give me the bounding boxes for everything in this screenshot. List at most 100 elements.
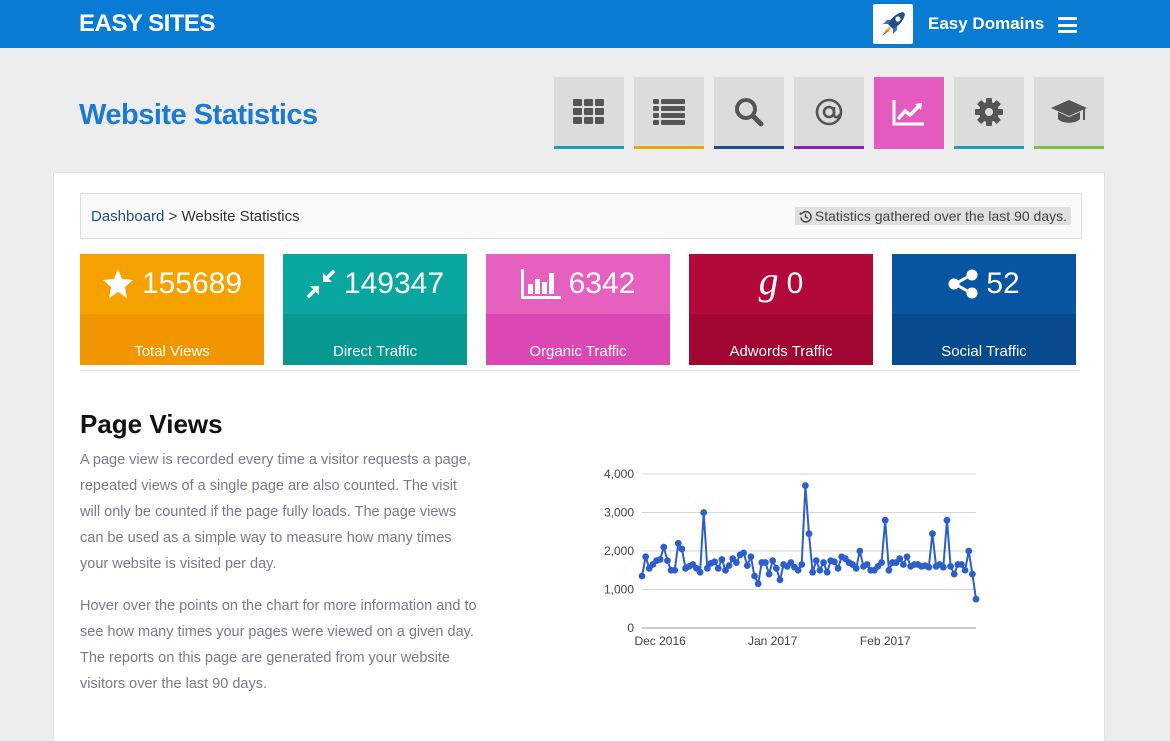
pages-button[interactable] bbox=[634, 77, 704, 149]
organic-traffic-card[interactable]: 6342 Organic Traffic bbox=[486, 254, 670, 365]
direct-traffic-label: Direct Traffic bbox=[283, 314, 467, 365]
data-point[interactable] bbox=[950, 570, 958, 578]
data-point[interactable] bbox=[798, 561, 806, 568]
data-point[interactable] bbox=[805, 530, 813, 538]
data-point[interactable] bbox=[801, 482, 809, 489]
data-point[interactable] bbox=[903, 553, 911, 561]
data-point[interactable] bbox=[762, 559, 769, 566]
data-point[interactable] bbox=[834, 564, 842, 572]
page-views-line bbox=[641, 485, 977, 600]
data-point[interactable] bbox=[885, 566, 893, 574]
data-point[interactable] bbox=[772, 564, 780, 572]
data-point[interactable] bbox=[972, 595, 980, 603]
adwords-traffic-value: 0 bbox=[786, 267, 804, 300]
statistics-button[interactable] bbox=[874, 77, 944, 149]
data-point[interactable] bbox=[968, 570, 976, 578]
data-point[interactable] bbox=[831, 558, 838, 566]
data-point[interactable] bbox=[961, 566, 969, 574]
data-point[interactable] bbox=[642, 553, 650, 561]
data-point[interactable] bbox=[820, 559, 827, 566]
data-point[interactable] bbox=[881, 516, 889, 524]
data-point[interactable] bbox=[700, 509, 708, 516]
compress-icon bbox=[307, 270, 335, 298]
data-point[interactable] bbox=[852, 564, 860, 572]
page-views-help-text: Hover over the points on the chart for m… bbox=[80, 598, 477, 692]
brand-logo[interactable]: EASY SITES bbox=[79, 10, 215, 37]
total-views-card[interactable]: 155689 Total Views bbox=[80, 254, 264, 365]
breadcrumb-dashboard-link[interactable]: Dashboard bbox=[91, 208, 165, 225]
data-point[interactable] bbox=[823, 568, 831, 576]
data-point[interactable] bbox=[732, 559, 740, 566]
gear-icon bbox=[975, 97, 1003, 126]
data-point[interactable] bbox=[703, 564, 711, 572]
data-point[interactable] bbox=[929, 530, 936, 538]
data-point[interactable] bbox=[740, 549, 748, 557]
adwords-traffic-card[interactable]: g 0 Adwords Traffic bbox=[689, 254, 873, 365]
divider bbox=[80, 370, 1080, 371]
page-views-description: A page view is recorded every time a vis… bbox=[80, 452, 471, 572]
data-point[interactable] bbox=[714, 564, 722, 572]
data-point[interactable] bbox=[678, 545, 686, 553]
data-point[interactable] bbox=[638, 572, 646, 580]
direct-traffic-card[interactable]: 149347 Direct Traffic bbox=[283, 254, 467, 365]
data-point[interactable] bbox=[812, 557, 820, 565]
google-icon: g bbox=[758, 258, 779, 303]
menu-icon[interactable] bbox=[1058, 17, 1077, 33]
data-point[interactable] bbox=[696, 568, 704, 576]
social-traffic-label: Social Traffic bbox=[892, 314, 1076, 365]
data-point[interactable] bbox=[776, 576, 784, 584]
data-point[interactable] bbox=[794, 566, 802, 574]
data-point[interactable] bbox=[958, 561, 965, 568]
data-point[interactable] bbox=[664, 557, 671, 565]
data-point[interactable] bbox=[725, 562, 733, 570]
data-point[interactable] bbox=[656, 556, 664, 563]
data-point[interactable] bbox=[671, 566, 679, 574]
data-point[interactable] bbox=[787, 559, 795, 566]
email-button[interactable] bbox=[794, 77, 864, 149]
data-point[interactable] bbox=[896, 555, 904, 563]
data-point[interactable] bbox=[878, 559, 886, 566]
data-point[interactable] bbox=[754, 580, 762, 588]
data-point[interactable] bbox=[751, 572, 758, 580]
search-icon bbox=[735, 97, 764, 126]
search-button[interactable] bbox=[714, 77, 784, 149]
tool-bar bbox=[554, 77, 1104, 149]
x-tick-label: Feb 2017 bbox=[860, 634, 911, 648]
data-point[interactable] bbox=[769, 557, 777, 565]
data-point[interactable] bbox=[943, 516, 951, 524]
statistics-period-note: Statistics gathered over the last 90 day… bbox=[794, 207, 1071, 225]
data-point[interactable] bbox=[809, 568, 817, 576]
data-point[interactable] bbox=[743, 562, 751, 570]
easy-domains-link[interactable]: Easy Domains bbox=[928, 14, 1045, 33]
list-icon bbox=[653, 98, 685, 125]
y-tick-label: 4,000 bbox=[604, 467, 634, 481]
data-point[interactable] bbox=[660, 543, 668, 551]
stat-cards: 155689 Total Views 149347 Direct Traffic… bbox=[80, 254, 1076, 365]
data-point[interactable] bbox=[939, 563, 947, 571]
data-point[interactable] bbox=[722, 566, 729, 574]
data-point[interactable] bbox=[765, 570, 773, 578]
data-point[interactable] bbox=[747, 553, 755, 561]
apps-button[interactable] bbox=[554, 77, 624, 149]
data-point[interactable] bbox=[863, 561, 871, 568]
data-point[interactable] bbox=[925, 563, 933, 571]
data-point[interactable] bbox=[965, 547, 973, 555]
page-views-heading: Page Views bbox=[80, 409, 223, 439]
social-traffic-value: 52 bbox=[986, 267, 1020, 300]
data-point[interactable] bbox=[674, 539, 682, 547]
data-point[interactable] bbox=[856, 547, 864, 555]
total-views-value: 155689 bbox=[141, 267, 243, 300]
data-point[interactable] bbox=[718, 556, 726, 563]
data-point[interactable] bbox=[711, 558, 719, 566]
social-traffic-card[interactable]: 52 Social Traffic bbox=[892, 254, 1076, 365]
learning-button[interactable] bbox=[1034, 77, 1104, 149]
data-point[interactable] bbox=[947, 563, 954, 570]
star-icon bbox=[102, 269, 133, 298]
data-point[interactable] bbox=[816, 566, 824, 574]
settings-button[interactable] bbox=[954, 77, 1024, 149]
bar-chart-icon bbox=[520, 269, 561, 299]
at-icon bbox=[815, 98, 843, 125]
grid-icon bbox=[573, 98, 604, 124]
data-point[interactable] bbox=[899, 561, 907, 568]
rocket-icon[interactable] bbox=[873, 4, 913, 44]
